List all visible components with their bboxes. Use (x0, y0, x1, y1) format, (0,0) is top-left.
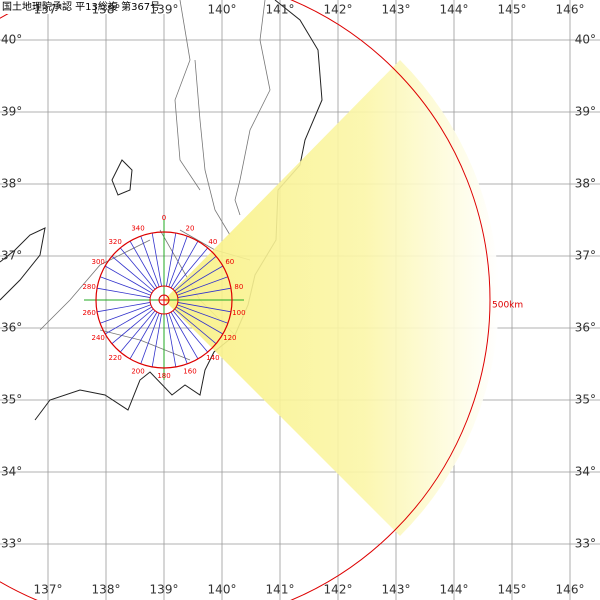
lat-label-left: 35° (1, 393, 22, 407)
coastline (0, 0, 323, 421)
lon-label-top: 143° (382, 3, 411, 17)
header: 国土地理院承認 平13総複 第367号 (2, 0, 160, 13)
spoke (177, 304, 229, 324)
lon-label-bottom: 142° (324, 583, 353, 597)
spoke (177, 276, 229, 296)
lat-label-left: 34° (1, 465, 22, 479)
spoke (174, 308, 217, 345)
lon-label-bottom: 137° (34, 583, 63, 597)
lat-label-right: 37° (575, 249, 596, 263)
spoke (177, 302, 232, 313)
lon-label-bottom: 146° (556, 583, 585, 597)
lon-label-bottom: 139° (150, 583, 179, 597)
bearing-label: 20 (186, 225, 195, 233)
lat-label-left: 37° (1, 249, 22, 263)
spoke (168, 235, 188, 287)
spoke (172, 310, 209, 353)
spoke (140, 313, 160, 365)
spoke (170, 240, 199, 289)
spoke (172, 247, 209, 290)
lon-label-top: 141° (266, 3, 295, 17)
compass-rose: 0 20 40 60 80 100 120 140 160 180 200 220 240 260 280 3… (82, 214, 246, 380)
spoke (111, 255, 154, 292)
spoke (129, 240, 158, 289)
spoke (111, 308, 154, 345)
spoke (166, 313, 177, 368)
spoke (119, 247, 156, 290)
lat-label-right: 39° (575, 105, 596, 119)
spoke (168, 313, 188, 365)
lat-label-right: 38° (575, 177, 596, 191)
center-cross (159, 295, 169, 305)
lon-label-bottom: 143° (382, 583, 411, 597)
island (111, 159, 133, 196)
lon-label-bottom: 144° (440, 583, 469, 597)
lon-label-bottom: 140° (208, 583, 237, 597)
spoke (104, 265, 153, 294)
spoke (99, 304, 151, 324)
bearing-label: 340 (131, 225, 144, 233)
spoke (177, 287, 232, 298)
compass-ring (95, 231, 233, 369)
spoke (174, 255, 217, 292)
bearing-label: 120 (223, 334, 236, 342)
lat-label-right: 33° (575, 537, 596, 551)
bearing-label: 40 (208, 238, 217, 246)
bearing-label: 180 (157, 372, 170, 380)
spoke (166, 232, 177, 287)
bearing-label: 100 (232, 309, 245, 317)
spoke (99, 276, 151, 296)
lat-label-right: 36° (575, 321, 596, 335)
bearing-label: 80 (234, 283, 243, 291)
bearing-label: 320 (108, 238, 121, 246)
lon-label-bottom: 145° (498, 583, 527, 597)
lon-label-bottom: 141° (266, 583, 295, 597)
lon-label-top: 142° (324, 3, 353, 17)
lat-label-left: 33° (1, 537, 22, 551)
lon-label-top: 139° (150, 3, 179, 17)
lon-label-top: 140° (208, 3, 237, 17)
spoke (170, 311, 199, 360)
bearing-label: 140 (206, 354, 219, 362)
bearing-label: 240 (91, 334, 104, 342)
lon-label-top: 145° (498, 3, 527, 17)
lat-label-left: 38° (1, 177, 22, 191)
lat-label-left: 36° (1, 321, 22, 335)
inner-ring (149, 285, 179, 315)
spoke (140, 235, 160, 287)
range-circle (0, 0, 491, 600)
spoke (129, 311, 158, 360)
lon-label-top: 137° (34, 3, 63, 17)
bearing-label: 200 (131, 367, 144, 375)
spoke (151, 232, 162, 287)
spoke (175, 306, 224, 335)
lon-label-top: 138° (92, 3, 121, 17)
bearing-label: 260 (82, 309, 95, 317)
bearing-label: 160 (183, 367, 196, 375)
lat-label-right: 35° (575, 393, 596, 407)
bearing-label: 60 (225, 258, 234, 266)
spoke (175, 265, 224, 294)
bearing-label: 280 (82, 283, 95, 291)
lon-label-bottom: 138° (92, 583, 121, 597)
spoke (151, 313, 162, 368)
lat-label-right: 34° (575, 465, 596, 479)
header-bg (0, 0, 170, 14)
coverage-sector (164, 60, 499, 536)
lat-label-left: 39° (1, 105, 22, 119)
bearing-label: 300 (91, 258, 104, 266)
range-label: 500km (492, 301, 523, 311)
spoke (119, 310, 156, 353)
spoke (104, 306, 153, 335)
spoke (96, 302, 151, 313)
bearing-label: 0 (162, 214, 166, 222)
lat-label-right: 40° (575, 33, 596, 47)
lat-label-left: 40° (1, 33, 22, 47)
lon-label-top: 146° (556, 3, 585, 17)
bearing-label: 220 (108, 354, 121, 362)
spoke (96, 287, 151, 298)
lon-label-top: 144° (440, 3, 469, 17)
